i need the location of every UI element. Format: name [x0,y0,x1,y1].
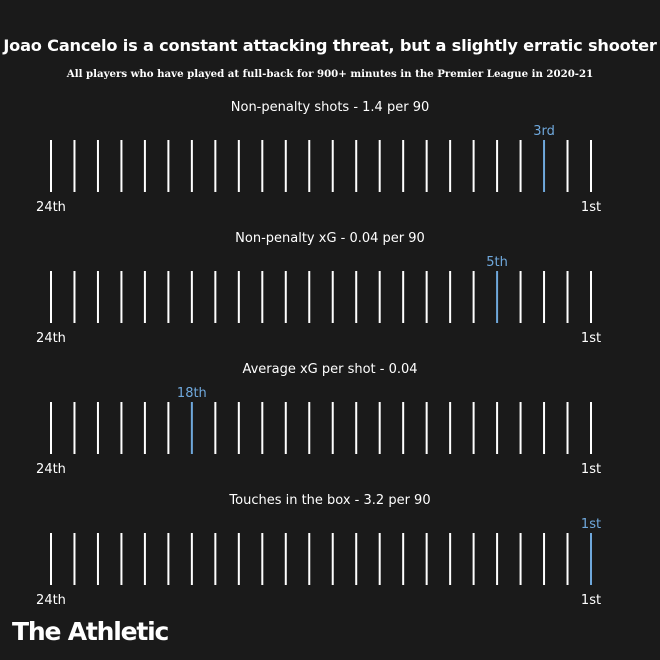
rank-label: 3rd [533,124,555,139]
rank-label: 1st [581,517,601,532]
panel-title: Non-penalty xG - 0.04 per 90 [235,231,425,246]
panel-title: Average xG per shot - 0.04 [242,362,417,377]
axis-label-worst: 24th [36,200,66,215]
axis-label-best: 1st [581,593,601,608]
axis-label-best: 1st [581,331,601,346]
axis-label-best: 1st [581,462,601,477]
chart-title: Joao Cancelo is a constant attacking thr… [3,36,657,55]
axis-label-best: 1st [581,200,601,215]
rank-label: 5th [486,255,508,270]
axis-label-worst: 24th [36,593,66,608]
axis-label-worst: 24th [36,331,66,346]
rank-label: 18th [177,386,207,401]
panel-title: Non-penalty shots - 1.4 per 90 [231,100,429,115]
panel-title: Touches in the box - 3.2 per 90 [228,493,430,508]
axis-label-worst: 24th [36,462,66,477]
chart-subtitle: All players who have played at full-back… [66,68,594,80]
the-athletic-logo: The Athletic [12,617,169,646]
